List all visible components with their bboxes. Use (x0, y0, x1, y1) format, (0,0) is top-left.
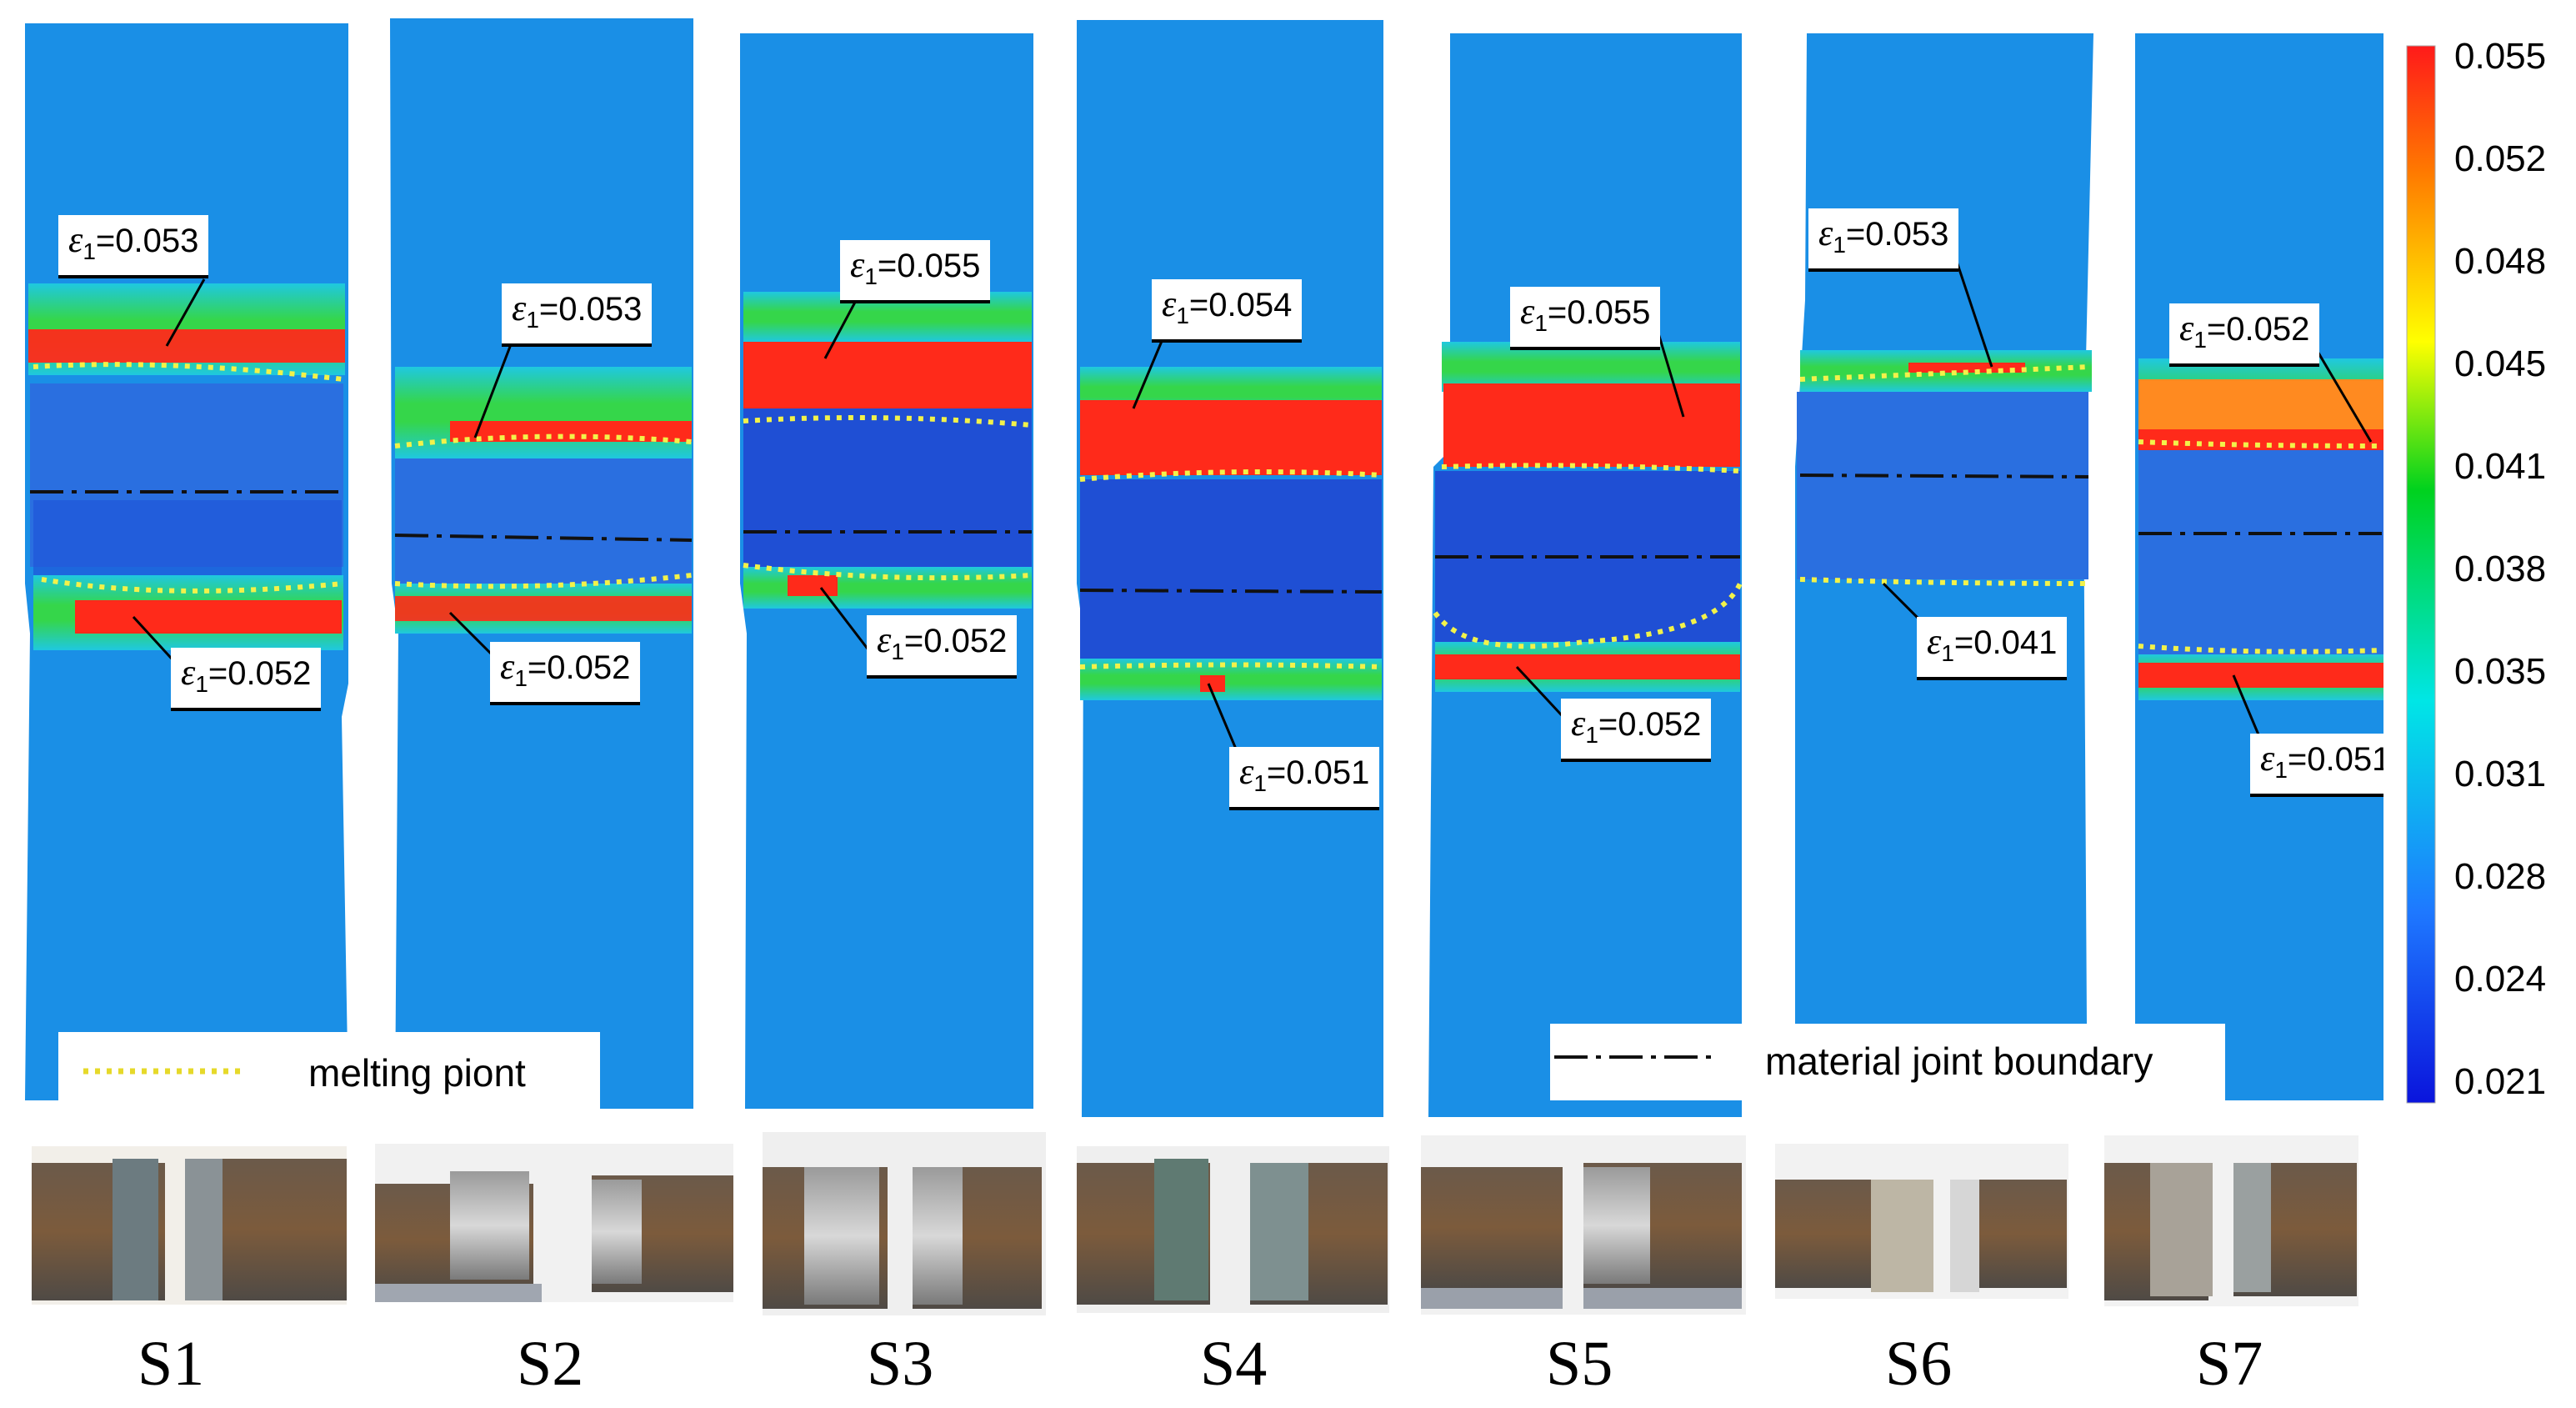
strain-label-s2-upper: ε1=0.053 (502, 283, 653, 347)
colorbar (2406, 45, 2436, 1104)
colorbar-tick-label: 0.038 (2454, 549, 2547, 589)
specimen-caption-s3: S3 (867, 1329, 934, 1399)
fracture-photo-s3 (763, 1132, 1046, 1315)
colorbar-tick-label: 0.021 (2454, 1061, 2547, 1102)
colorbar-tick-label: 0.048 (2454, 241, 2547, 282)
specimen-caption-s5: S5 (1546, 1329, 1613, 1399)
fracture-photo-s4 (1077, 1146, 1389, 1313)
strain-label-s3-lower: ε1=0.052 (867, 615, 1018, 679)
strain-label-s7-lower-clip: ε1=0.051 (2250, 734, 2383, 800)
specimen-caption-s4: S4 (1200, 1329, 1268, 1399)
strain-label-s5-lower: ε1=0.052 (1561, 699, 1712, 762)
specimen-s7-strain-map (2135, 33, 2383, 1100)
strain-label-s2-lower: ε1=0.052 (490, 642, 641, 705)
strain-label-s7-upper: ε1=0.052 (2169, 303, 2320, 367)
specimen-caption-s2: S2 (517, 1329, 584, 1399)
legend-joint-boundary-label: material joint boundary (1765, 1040, 2153, 1083)
fracture-photo-s2 (375, 1144, 733, 1302)
strain-label-s4-lower: ε1=0.051 (1229, 747, 1380, 810)
specimen-s3-strain-map (740, 33, 1033, 1109)
colorbar-tick-label: 0.055 (2454, 36, 2547, 77)
specimen-s6-strain-map (1795, 33, 2093, 1025)
specimen-s5-strain-map (1428, 33, 1743, 1117)
fracture-photo-s1 (32, 1146, 347, 1305)
strain-label-s1-lower: ε1=0.052 (171, 648, 322, 711)
strain-label-s1-upper: ε1=0.053 (58, 215, 209, 278)
colorbar-tick-label: 0.028 (2454, 856, 2547, 897)
strain-label-s3-upper: ε1=0.055 (840, 240, 991, 303)
specimen-caption-s1: S1 (138, 1329, 205, 1399)
legend-melting-point-label: melting piont (308, 1051, 526, 1095)
colorbar-tick-label: 0.024 (2454, 959, 2547, 1000)
specimen-caption-s7: S7 (2196, 1329, 2263, 1399)
colorbar-tick-label: 0.041 (2454, 446, 2547, 487)
specimen-s2-strain-map (390, 18, 693, 1109)
colorbar-tick-label: 0.035 (2454, 651, 2547, 692)
fracture-photos (32, 1132, 2358, 1315)
specimen-s1-strain-map (25, 23, 348, 1100)
colorbar-tick-label: 0.045 (2454, 343, 2547, 384)
fracture-photo-s5 (1421, 1135, 1746, 1315)
colorbar-tick-label: 0.052 (2454, 138, 2547, 179)
specimen-s4-strain-map (1077, 20, 1383, 1117)
fracture-photo-s6 (1775, 1144, 2068, 1299)
strain-label-s4-upper: ε1=0.054 (1152, 279, 1303, 343)
strain-label-s6-lower: ε1=0.041 (1917, 617, 2068, 680)
colorbar-tick-label: 0.031 (2454, 754, 2547, 794)
fracture-photo-s7 (2104, 1135, 2358, 1306)
specimen-caption-s6: S6 (1885, 1329, 1953, 1399)
strain-label-s6-upper: ε1=0.053 (1808, 208, 1959, 272)
strain-label-s5-upper: ε1=0.055 (1510, 287, 1661, 350)
strain-label-s7-lower: ε1=0.051 (2250, 734, 2383, 797)
